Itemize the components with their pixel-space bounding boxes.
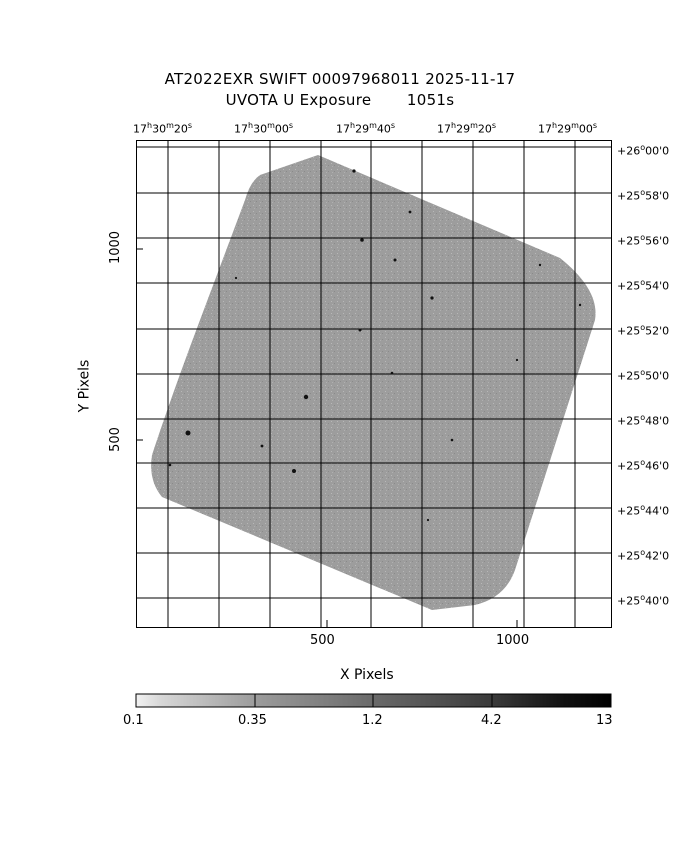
colorbar-label: 13 xyxy=(596,713,613,728)
dec-tick-label: +26o00'0 xyxy=(617,143,670,158)
y-tick-label: 1000 xyxy=(108,230,124,265)
exposure-footprint xyxy=(151,155,596,610)
colorbar-label: 4.2 xyxy=(481,713,502,728)
colorbar-label: 1.2 xyxy=(362,713,383,728)
wcs-grid xyxy=(136,140,611,627)
ra-tick-label: 17h30m20s xyxy=(133,121,193,136)
dec-tick-label: +25o56'0 xyxy=(617,233,670,248)
ra-tick-label: 17h29m00s xyxy=(538,121,598,136)
ra-tick-label: 17h29m20s xyxy=(437,121,497,136)
ra-tick-label: 17h30m00s xyxy=(234,121,294,136)
colorbar-label: 0.35 xyxy=(238,713,267,728)
colorbar-ticks xyxy=(254,694,493,707)
y-axis-label: Y Pixels xyxy=(76,359,93,413)
dec-tick-label: +25o58'0 xyxy=(617,188,670,203)
dec-tick-label: +25o50'0 xyxy=(617,368,670,383)
title-line-2: UVOTA U Exposure 1051s xyxy=(225,91,455,109)
dec-tick-label: +25o44'0 xyxy=(617,503,670,518)
x-axis-label: X Pixels xyxy=(340,667,394,683)
plot-frame xyxy=(136,140,612,628)
dec-tick-label: +25o40'0 xyxy=(617,593,670,608)
axis-ticks xyxy=(136,248,518,627)
dec-tick-label: +25o52'0 xyxy=(617,323,670,338)
dec-tick-label: +25o54'0 xyxy=(617,278,670,293)
ra-tick-label: 17h29m40s xyxy=(336,121,396,136)
dec-tick-label: +25o48'0 xyxy=(617,413,670,428)
point-sources xyxy=(168,169,582,522)
x-tick-label: 1000 xyxy=(496,633,530,648)
dec-tick-label: +25o46'0 xyxy=(617,458,670,473)
title-line-1: AT2022EXR SWIFT 00097968011 2025-11-17 xyxy=(164,70,516,88)
x-tick-label: 500 xyxy=(310,633,335,648)
colorbar-label: 0.1 xyxy=(123,713,144,728)
dec-tick-label: +25o42'0 xyxy=(617,548,670,563)
y-tick-label: 500 xyxy=(107,427,123,452)
